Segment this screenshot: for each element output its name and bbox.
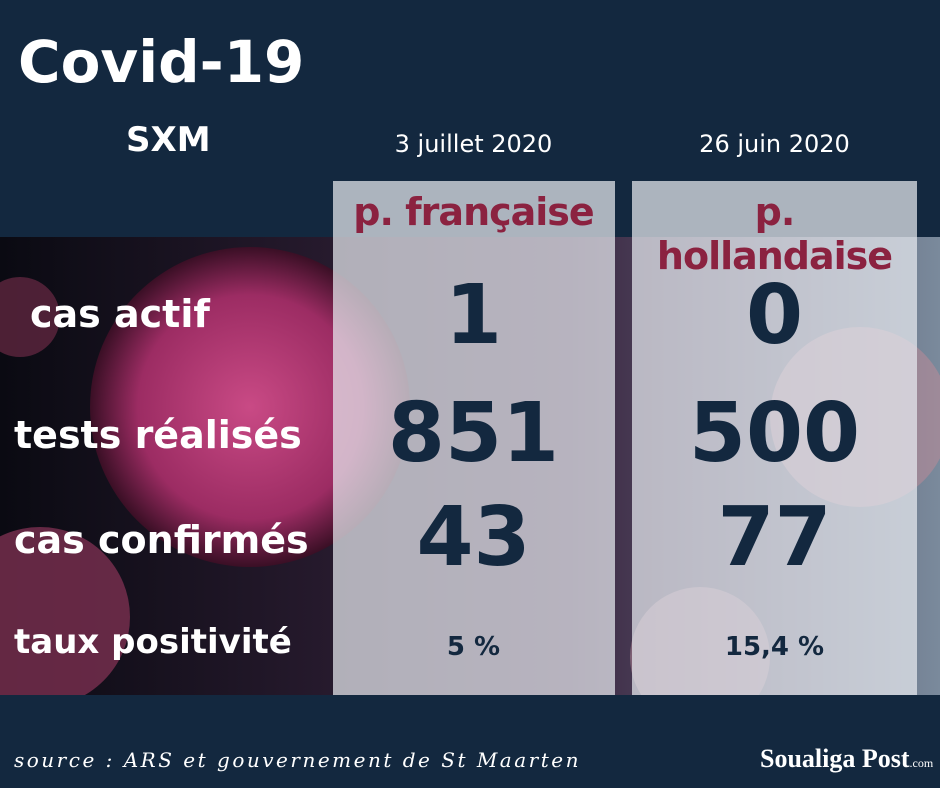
row-label: tests réalisés: [14, 413, 302, 457]
column-date: 3 juillet 2020: [394, 130, 553, 158]
value: 1: [444, 268, 503, 363]
column-header: p. française: [353, 190, 594, 234]
logo: Soualiga Post.com: [760, 744, 933, 774]
value: 500: [688, 386, 861, 481]
column-panel: [333, 181, 615, 695]
value: 77: [717, 490, 832, 585]
column-header: p. hollandaise: [656, 190, 893, 278]
value: 5 %: [446, 632, 501, 662]
title: Covid-19: [18, 28, 305, 96]
value: 43: [416, 490, 531, 585]
logo-text: Soualiga Post: [760, 744, 910, 773]
value: 0: [745, 268, 804, 363]
source: source : ARS et gouvernement de St Maart…: [14, 748, 581, 772]
value: 15,4 %: [724, 632, 825, 662]
row-label: cas confirmés: [14, 518, 309, 562]
column-panel: [632, 181, 917, 695]
row-label: taux positivité: [14, 622, 292, 662]
logo-suffix: .com: [909, 756, 934, 770]
row-label: cas actif: [30, 292, 210, 336]
subtitle: SXM: [126, 120, 211, 160]
value: 851: [387, 386, 560, 481]
column-date: 26 juin 2020: [699, 130, 850, 158]
